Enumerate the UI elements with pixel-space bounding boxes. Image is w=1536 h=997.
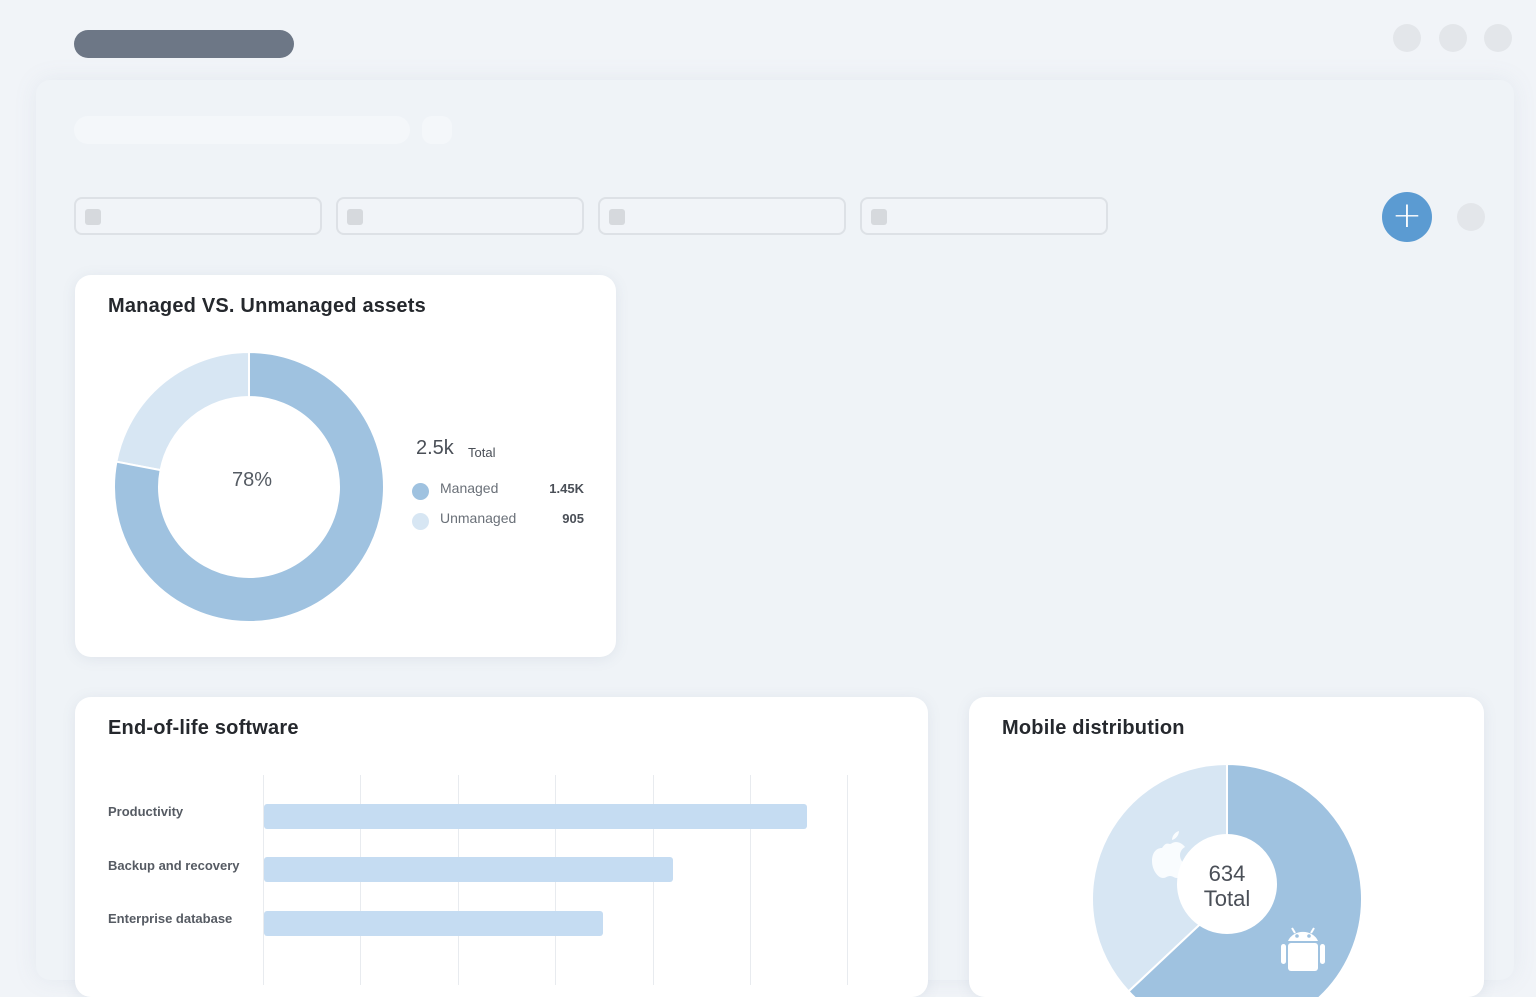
managed-donut-chart <box>113 350 385 623</box>
filter-icon <box>85 209 101 225</box>
mobile-total-badge: 634 Total <box>1177 834 1277 934</box>
legend-value-managed: 1.45K <box>549 481 584 496</box>
grid-line <box>750 775 751 985</box>
managed-assets-card: Managed VS. Unmanaged assets 78% 2.5k To… <box>75 275 616 657</box>
bar-label: Productivity <box>108 804 184 819</box>
window-control-dot[interactable] <box>1439 24 1467 52</box>
grid-line <box>847 775 848 985</box>
add-widget-button[interactable]: + <box>1382 192 1432 242</box>
bar[interactable] <box>264 911 603 936</box>
window-control-dot[interactable] <box>1484 24 1512 52</box>
mobile-total-label: Total <box>1203 886 1251 911</box>
pie-slice-managed[interactable] <box>113 350 385 623</box>
page-title-badge-placeholder <box>422 116 452 144</box>
pie-slice-apple[interactable] <box>1091 762 1228 993</box>
mobile-total-value: 634 <box>1208 861 1246 886</box>
filter-dropdown[interactable] <box>336 197 584 235</box>
eol-software-card: End-of-life software Productivity Backup… <box>75 697 928 997</box>
legend-dot-managed <box>412 483 429 500</box>
bar-label: Backup and recovery <box>108 858 240 873</box>
filter-dropdown[interactable] <box>74 197 322 235</box>
legend-label-managed: Managed <box>440 480 499 496</box>
card-title: End-of-life software <box>108 717 299 739</box>
filter-icon <box>347 209 363 225</box>
android-icon <box>1281 927 1325 971</box>
pie-slice-unmanaged[interactable] <box>115 350 250 472</box>
legend-dot-unmanaged <box>412 513 429 530</box>
card-title: Managed VS. Unmanaged assets <box>108 295 426 317</box>
center-percent: 78% <box>232 469 273 491</box>
filter-icon <box>871 209 887 225</box>
bar-label: Enterprise database <box>108 911 233 926</box>
filter-icon <box>609 209 625 225</box>
card-title: Mobile distribution <box>1002 717 1185 739</box>
mobile-distribution-card: Mobile distribution 634 Total <box>969 697 1484 997</box>
filter-dropdown[interactable] <box>598 197 846 235</box>
total-value: 2.5k <box>416 437 454 459</box>
more-options-button[interactable] <box>1457 203 1485 231</box>
page-title-placeholder <box>74 116 410 144</box>
grid-line <box>263 775 264 985</box>
total-label: Total <box>468 445 496 460</box>
bar[interactable] <box>264 804 808 829</box>
bar[interactable] <box>264 857 673 882</box>
filter-dropdown[interactable] <box>860 197 1108 235</box>
app-title-placeholder <box>74 30 294 58</box>
legend-label-unmanaged: Unmanaged <box>440 510 517 526</box>
window-control-dot[interactable] <box>1393 24 1421 52</box>
plus-icon: + <box>1391 195 1423 236</box>
legend-value-unmanaged: 905 <box>562 511 584 526</box>
